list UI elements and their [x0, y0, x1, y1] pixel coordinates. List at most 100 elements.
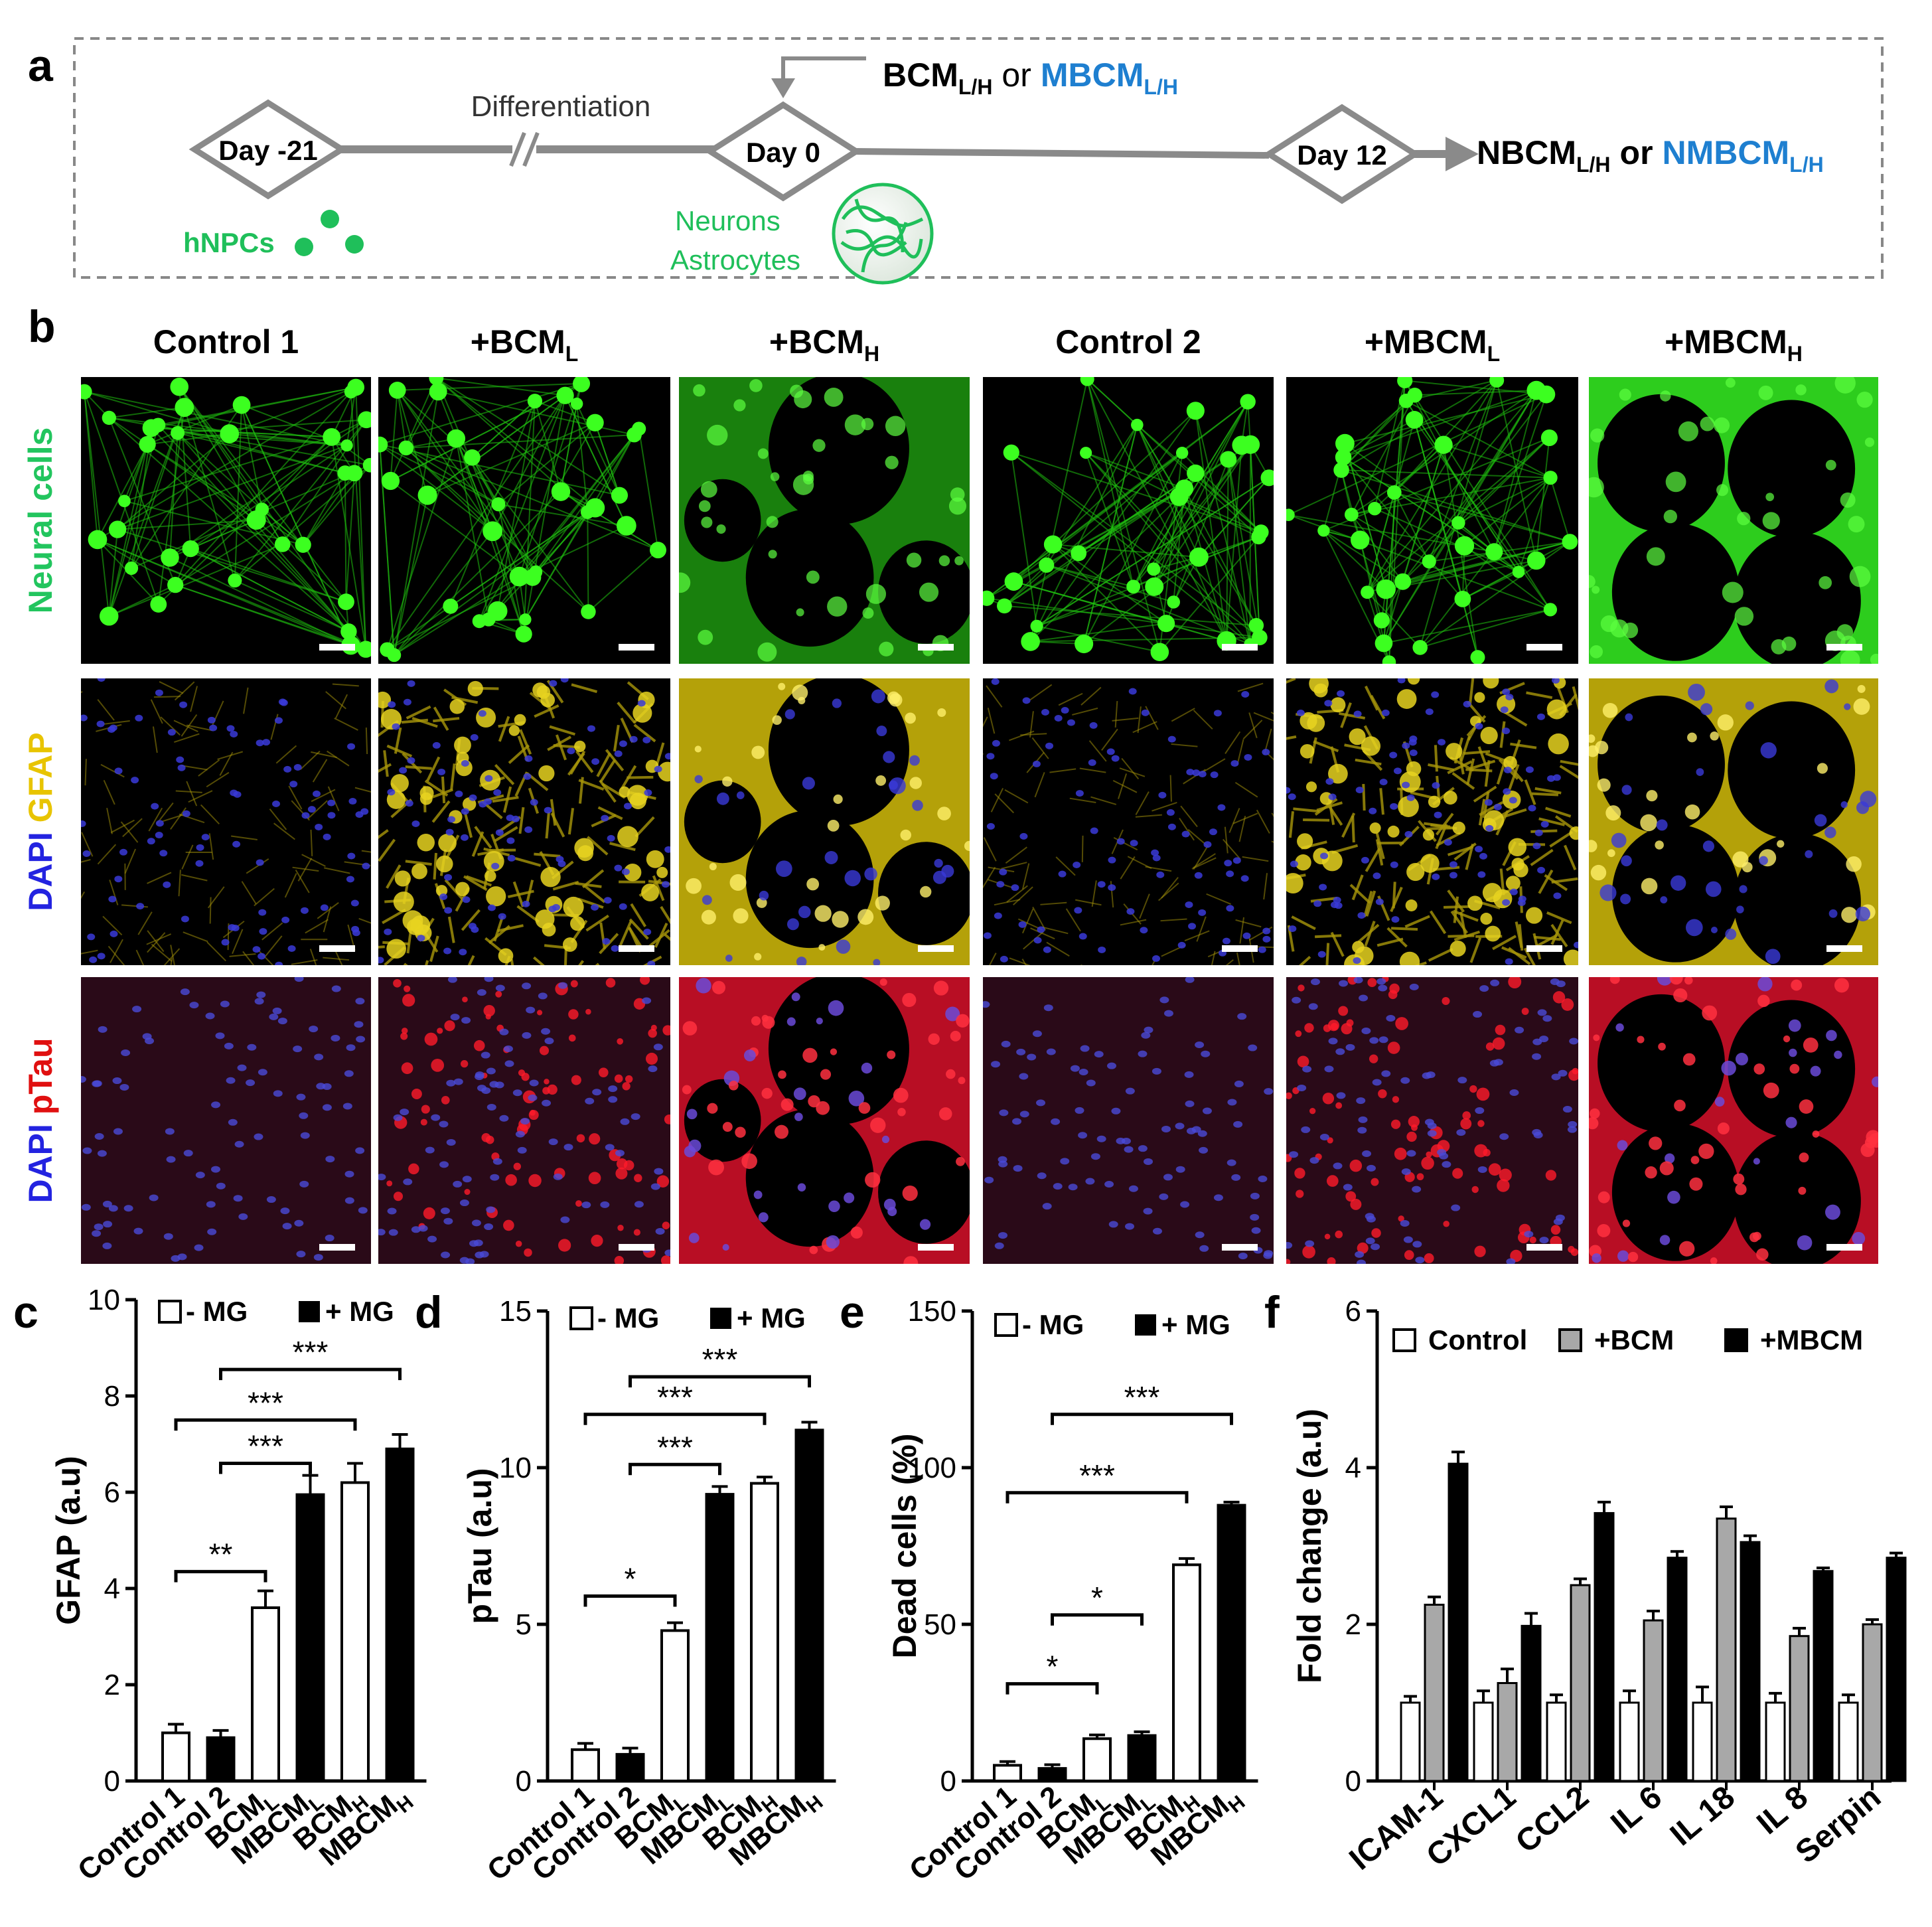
neurite — [498, 504, 537, 573]
astrocyte-body — [1305, 781, 1317, 793]
process — [292, 866, 319, 872]
treatment-arrow-icon — [771, 78, 795, 98]
process — [1351, 874, 1364, 901]
process — [1055, 856, 1076, 876]
nucleus — [327, 799, 336, 807]
cell-body — [515, 625, 532, 643]
process — [1526, 691, 1553, 700]
neurite — [1443, 444, 1551, 479]
cell-body — [491, 497, 506, 512]
nucleus — [654, 1168, 664, 1175]
aggregate — [1735, 1184, 1747, 1195]
aggregate — [797, 1183, 806, 1192]
ptau-spot — [1460, 1118, 1472, 1130]
cell-body — [581, 604, 596, 619]
aggregate — [1872, 1076, 1878, 1087]
process — [599, 779, 617, 803]
process — [1424, 822, 1451, 828]
ptau-spot — [1387, 1041, 1400, 1054]
nucleus — [194, 1244, 204, 1251]
nucleus — [1140, 927, 1148, 934]
nucleus — [1143, 1158, 1153, 1165]
ptau-spot — [660, 1255, 670, 1264]
nucleus — [388, 1229, 398, 1236]
nucleus — [1262, 927, 1271, 935]
nucleus — [1777, 840, 1785, 848]
treatment-label: BCML/H or MBCML/H — [883, 56, 1178, 99]
process — [1550, 919, 1564, 945]
nucleus — [228, 924, 236, 931]
nucleus — [1840, 801, 1848, 809]
process — [147, 872, 172, 884]
nucleus — [1166, 809, 1175, 816]
process — [1286, 735, 1297, 740]
significance-bracket — [1005, 1682, 1099, 1695]
process — [1469, 937, 1482, 963]
panel-label-c: c — [13, 1287, 38, 1338]
astrocytes-label: Astrocytes — [670, 244, 800, 275]
neurite — [1046, 564, 1174, 603]
mesh-hole — [768, 977, 909, 1125]
nucleus — [108, 1205, 118, 1212]
nucleus — [1736, 905, 1744, 913]
nucleus — [411, 1226, 421, 1233]
process — [986, 685, 1003, 708]
micrograph-r3-c2 — [378, 977, 670, 1264]
nucleus — [1660, 896, 1668, 904]
aggregate — [820, 1069, 832, 1080]
aggregate — [708, 1159, 725, 1176]
process — [983, 716, 988, 728]
process — [411, 716, 438, 728]
nucleus — [1324, 1065, 1334, 1073]
nucleus — [875, 775, 887, 786]
nucleus — [1702, 840, 1715, 852]
nucleus — [344, 1070, 354, 1077]
nucleus — [216, 1182, 226, 1190]
cell-body — [1590, 645, 1603, 658]
astrocyte-body — [1480, 726, 1498, 745]
process — [1004, 789, 1029, 804]
nucleus — [1107, 1062, 1117, 1069]
process — [1080, 964, 1082, 965]
astrocyte-body — [394, 870, 411, 887]
neurite — [1003, 564, 1047, 607]
nucleus — [775, 860, 792, 878]
nucleus — [600, 1201, 610, 1208]
nucleus — [871, 689, 885, 704]
neurite — [1083, 452, 1183, 645]
process — [1478, 799, 1486, 826]
astrocyte-body — [1452, 821, 1465, 835]
cell-body — [1004, 572, 1023, 591]
process — [1120, 856, 1136, 880]
nucleus — [1765, 949, 1781, 964]
aggregate — [1763, 1082, 1779, 1099]
astrocyte-body — [1369, 822, 1381, 834]
process — [1271, 812, 1274, 818]
bar-IL 18-0 — [1692, 1701, 1713, 1782]
astrocyte-body — [1361, 736, 1381, 756]
nucleus — [996, 881, 1005, 888]
ptau-spot — [617, 1225, 624, 1231]
significance-bracket — [583, 1594, 677, 1607]
neurite — [97, 538, 366, 651]
nucleus — [259, 928, 267, 935]
nucleus — [1361, 1028, 1371, 1035]
astrocyte-body — [627, 785, 648, 806]
ptau-spot — [1296, 1190, 1304, 1198]
aggregate — [1589, 1117, 1599, 1130]
neurite — [1393, 492, 1430, 562]
nucleus — [133, 1227, 143, 1235]
ptau-spot — [1471, 1186, 1479, 1194]
nucleus — [517, 1146, 527, 1154]
aggregate — [758, 1212, 769, 1223]
nucleus — [1710, 732, 1719, 741]
nucleus — [1391, 916, 1400, 923]
nucleus — [614, 750, 623, 757]
nucleus — [1232, 857, 1241, 864]
nucleus — [1197, 1130, 1207, 1137]
process — [334, 718, 358, 731]
neurite — [1288, 394, 1547, 516]
nucleus — [601, 814, 609, 822]
process — [81, 691, 83, 694]
cell-body — [1335, 433, 1355, 453]
